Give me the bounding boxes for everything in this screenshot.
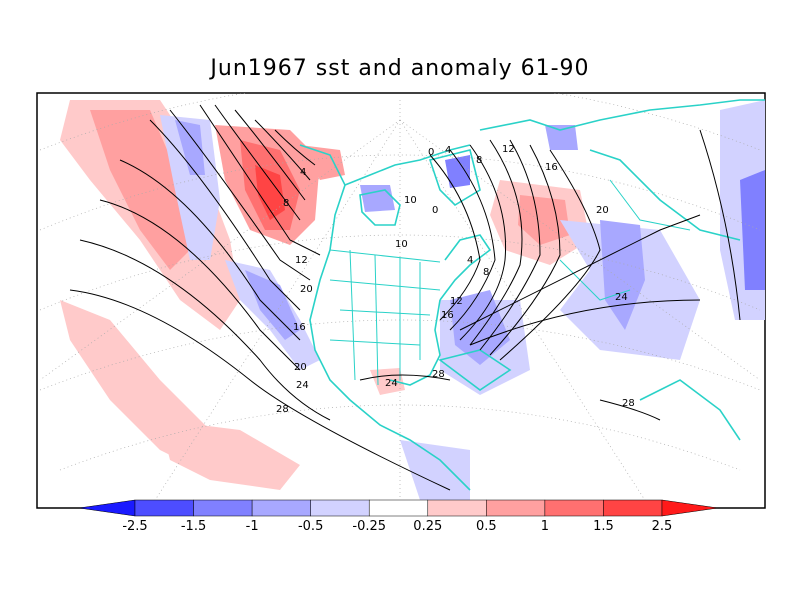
contour-labels: 0 4 8 12 16 20 24 28 4 8 10 12 16 20 24 … — [276, 144, 635, 415]
colorbar-tick-label: -1 — [246, 519, 259, 534]
anomaly-warm-bering — [300, 145, 345, 180]
colorbar-extend-high — [661, 499, 719, 517]
contour-label: 20 — [294, 362, 307, 373]
anomaly-cool-baffin — [445, 155, 470, 188]
map-content: 0 4 8 12 16 20 24 28 4 8 10 12 16 20 24 … — [39, 93, 765, 508]
contour-label: 24 — [296, 380, 309, 391]
contour-label: 4 — [445, 145, 451, 156]
anomaly-cool-east-core — [740, 170, 765, 290]
colorbar-bin — [486, 499, 546, 517]
colorbar-tick-label: 0.25 — [413, 519, 442, 534]
contour-label: 12 — [502, 144, 515, 155]
contour-label: 16 — [441, 310, 454, 321]
colorbar-bin — [310, 499, 370, 517]
anomaly-cool-mid-atlantic-core — [600, 220, 645, 330]
contour-label: 10 — [395, 239, 408, 250]
contour-label: 8 — [483, 267, 489, 278]
colorbar-tick-label: -1.5 — [181, 519, 206, 534]
anomaly-cool-hudson — [360, 185, 395, 212]
contour-label: 4 — [300, 167, 306, 178]
contour-label: 4 — [467, 255, 473, 266]
colorbar-tick-label: 1.5 — [593, 519, 614, 534]
contour-label: 20 — [300, 284, 313, 295]
colorbar-tick-label: -0.5 — [298, 519, 323, 534]
colorbar-bin — [368, 499, 429, 517]
anomaly-warm-atlantic-core — [518, 195, 570, 245]
contour-label: 8 — [283, 198, 289, 209]
colorbar-bin — [603, 499, 663, 517]
anomaly-warm-pacific-core — [90, 110, 190, 270]
map-title: Jun1967 sst and anomaly 61-90 — [210, 56, 590, 81]
contour-label: 28 — [276, 404, 289, 415]
colorbar-tick-label: -0.25 — [352, 519, 386, 534]
colorbar-tick-label: 2.5 — [652, 519, 673, 534]
colorbar-tick-label: 1 — [541, 519, 549, 534]
contour-label: 16 — [293, 322, 306, 333]
colorbar-tick-label: 0.5 — [476, 519, 497, 534]
colorbar-bin — [544, 499, 604, 517]
contour-label: 28 — [432, 369, 445, 380]
contour-label: 10 — [404, 195, 417, 206]
coastlines — [299, 99, 765, 491]
contour-label: 16 — [545, 162, 558, 173]
contour-label: 24 — [385, 378, 398, 389]
colorbar: -2.5 -1.5 -1 -0.5 -0.25 0.25 0.5 1 1.5 2.5 — [78, 499, 719, 534]
contour-label: 12 — [295, 255, 308, 266]
anomaly-cool-pacific-west — [160, 115, 220, 260]
colorbar-bin — [251, 499, 311, 517]
contour-label: 0 — [428, 147, 434, 158]
contour-label: 8 — [476, 155, 482, 166]
anomaly-cool-pacific-band — [175, 120, 205, 175]
contour-label: 20 — [596, 205, 609, 216]
contour-label: 24 — [615, 292, 628, 303]
anomaly-cool-arctic — [545, 125, 578, 150]
anomaly-warm-south — [160, 420, 300, 490]
anomaly-warm-goa-peak — [255, 165, 285, 220]
anomaly-cool-south — [400, 440, 470, 500]
contour-label: 0 — [432, 205, 438, 216]
political-borders — [329, 179, 691, 386]
contour-label: 12 — [450, 296, 463, 307]
colorbar-bin — [193, 499, 253, 517]
colorbar-tick-label: -2.5 — [122, 519, 147, 534]
anomaly-cool-atlantic-core — [450, 290, 510, 365]
contour-label: 28 — [622, 398, 635, 409]
sst-contours — [69, 104, 741, 491]
colorbar-bin — [134, 499, 194, 517]
colorbar-bin — [427, 499, 487, 517]
anomaly-cool-coast-core — [245, 270, 300, 340]
